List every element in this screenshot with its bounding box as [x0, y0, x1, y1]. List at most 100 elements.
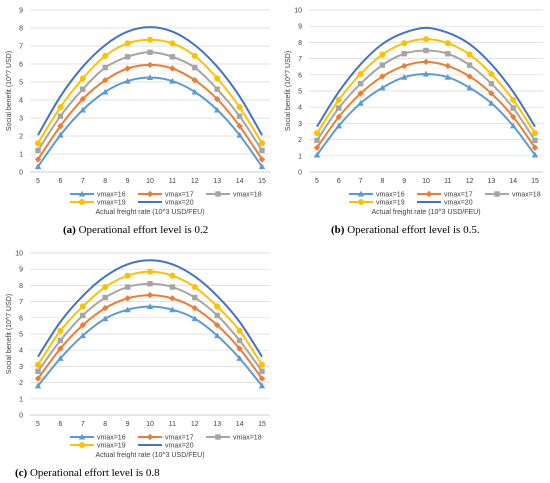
data-point-vmax-18: [124, 54, 131, 60]
legend-label: vmax=19: [376, 200, 405, 207]
legend-marker: [215, 434, 221, 440]
data-point-vmax-18: [401, 51, 407, 57]
legend-marker: [494, 191, 500, 197]
data-point-vmax-17: [124, 65, 131, 72]
data-point-vmax-17: [401, 62, 408, 70]
y-tick-label: 5: [19, 80, 23, 87]
y-axis-label: Social benefit (10^7 USD): [6, 51, 13, 131]
legend-label: vmax=18: [233, 192, 262, 199]
legend-marker: [146, 433, 154, 441]
data-point-vmax-18: [147, 49, 153, 56]
x-tick-label: 5: [315, 178, 319, 185]
y-tick-label: 10: [294, 8, 302, 15]
legend-marker: [215, 191, 221, 197]
data-point-vmax-16: [102, 315, 109, 322]
x-axis-label: Actual freight rate (10^3 USD/FEU): [95, 209, 204, 216]
data-point-vmax-17: [79, 321, 86, 329]
data-point-vmax-17: [444, 62, 451, 70]
data-point-vmax-19: [214, 303, 221, 310]
data-point-vmax-17: [488, 90, 495, 97]
x-tick-label: 10: [146, 178, 154, 185]
legend-label: vmax=17: [165, 435, 194, 442]
data-point-vmax-17: [258, 375, 266, 382]
legend-label: vmax=20: [165, 200, 194, 207]
data-point-vmax-16: [258, 163, 266, 170]
caption-text: Operational effort level is 0.8: [27, 467, 160, 479]
x-tick-label: 12: [466, 178, 474, 185]
y-tick-label: 7: [19, 299, 23, 306]
data-point-vmax-17: [169, 295, 176, 302]
y-tick-label: 8: [19, 26, 23, 33]
data-point-vmax-16: [313, 151, 321, 158]
data-point-vmax-18: [236, 337, 243, 344]
data-point-vmax-19: [191, 283, 198, 291]
y-tick-label: 4: [298, 105, 302, 112]
data-point-vmax-16: [124, 77, 131, 84]
data-point-vmax-17: [57, 122, 64, 130]
x-tick-label: 13: [213, 421, 221, 428]
legend-label: vmax=17: [165, 192, 194, 199]
data-point-vmax-16: [79, 332, 86, 339]
data-point-vmax-19: [466, 51, 473, 58]
data-point-vmax-17: [146, 291, 154, 299]
legend-marker: [78, 441, 86, 449]
data-point-vmax-19: [258, 140, 266, 147]
legend-label: vmax=20: [444, 200, 473, 207]
y-tick-label: 5: [298, 89, 302, 96]
y-tick-label: 1: [298, 153, 302, 160]
data-point-vmax-19: [102, 283, 109, 291]
data-point-vmax-18: [147, 281, 153, 287]
data-point-vmax-17: [146, 61, 154, 69]
caption-text: Operational effort level is 0.5.: [344, 224, 479, 236]
data-point-vmax-16: [57, 355, 64, 361]
y-tick-label: 2: [298, 137, 302, 144]
legend-label: vmax=19: [97, 443, 126, 450]
y-tick-label: 2: [19, 380, 23, 387]
data-point-vmax-16: [146, 303, 154, 310]
data-point-vmax-18: [169, 284, 176, 290]
legend-label: vmax=18: [233, 435, 262, 442]
y-tick-label: 0: [19, 413, 23, 420]
caption-text: Operational effort level is 0.2: [76, 224, 208, 236]
x-tick-label: 8: [380, 178, 384, 185]
x-tick-label: 15: [258, 421, 266, 428]
data-point-vmax-19: [169, 272, 176, 279]
data-point-vmax-16: [102, 88, 109, 95]
series-line-vmax-19: [37, 38, 263, 144]
x-tick-label: 7: [81, 178, 85, 185]
data-point-vmax-16: [531, 151, 539, 158]
data-point-vmax-17: [214, 321, 221, 329]
x-tick-label: 7: [359, 178, 363, 185]
y-tick-label: 3: [298, 121, 302, 128]
data-point-vmax-18: [259, 368, 265, 374]
x-tick-label: 10: [146, 421, 154, 428]
data-point-vmax-18: [124, 284, 131, 290]
y-tick-label: 0: [19, 170, 23, 177]
data-point-vmax-16: [169, 306, 176, 313]
data-point-vmax-19: [335, 96, 342, 103]
x-tick-label: 14: [509, 178, 517, 185]
data-point-vmax-17: [102, 77, 109, 84]
x-tick-label: 6: [58, 421, 62, 428]
caption-label: (a): [63, 224, 76, 236]
y-tick-label: 7: [298, 56, 302, 63]
data-point-vmax-16: [488, 99, 495, 106]
data-point-vmax-16: [214, 332, 221, 339]
data-point-vmax-16: [79, 106, 86, 113]
legend-label: vmax=16: [97, 192, 126, 199]
data-point-vmax-19: [124, 272, 131, 279]
legend-label: vmax=17: [444, 192, 473, 199]
x-tick-label: 15: [258, 178, 266, 185]
data-point-vmax-18: [214, 86, 220, 92]
data-point-vmax-16: [510, 122, 517, 129]
data-point-vmax-18: [423, 47, 429, 54]
legend-marker: [357, 198, 365, 206]
x-tick-label: 9: [126, 421, 130, 428]
y-tick-label: 8: [298, 40, 302, 47]
legend-label: vmax=16: [97, 435, 126, 442]
x-tick-label: 9: [126, 178, 130, 185]
x-tick-label: 13: [213, 178, 221, 185]
data-point-vmax-17: [236, 122, 243, 130]
